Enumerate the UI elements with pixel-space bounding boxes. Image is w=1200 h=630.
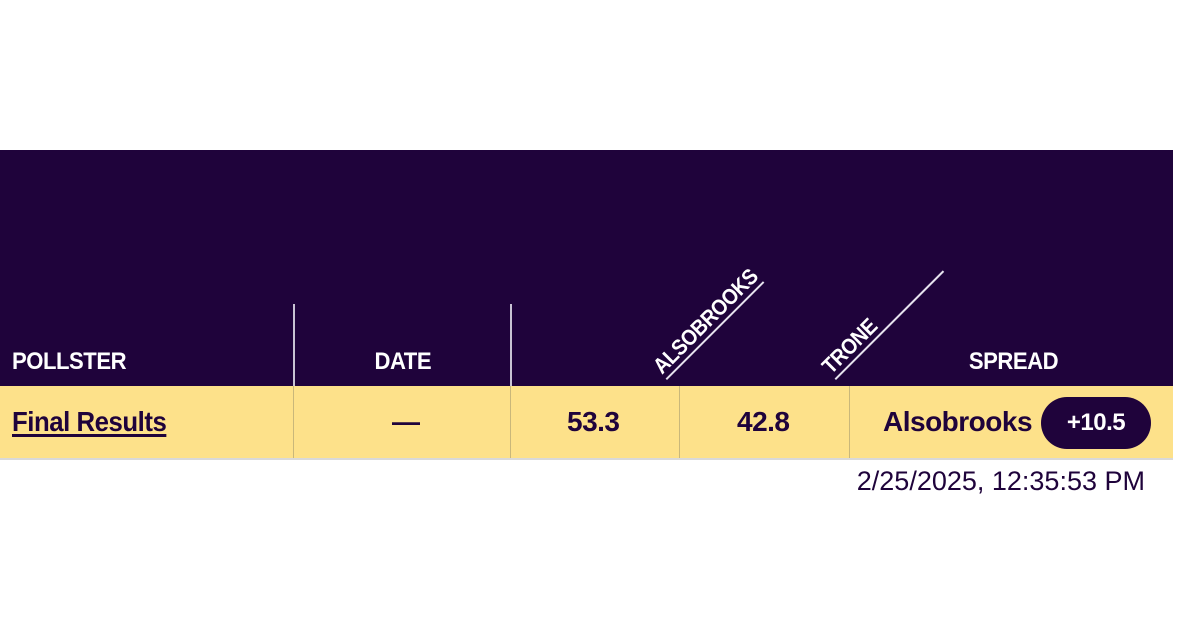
header-candidate-alsobrooks: ALSOBROOKS	[647, 263, 765, 380]
trone-value: 42.8	[737, 406, 790, 437]
spread-badge: +10.5	[1041, 397, 1151, 449]
header-divider	[293, 304, 295, 386]
polling-table: POLLSTER DATE ALSOBROOKS TRONE SPREAD Fi…	[0, 150, 1173, 460]
header-spread: SPREAD	[968, 348, 1059, 375]
cell-divider	[849, 386, 850, 458]
header-date: DATE	[374, 348, 432, 375]
pollster-link[interactable]: Final Results	[12, 406, 167, 437]
date-cell: —	[392, 406, 420, 437]
header-pollster: POLLSTER	[12, 348, 127, 375]
table-header: POLLSTER DATE ALSOBROOKS TRONE SPREAD	[0, 150, 1173, 386]
last-updated-timestamp: 2/25/2025, 12:35:53 PM	[856, 466, 1145, 496]
cell-divider	[679, 386, 680, 458]
table-row: Final Results — 53.3 42.8 Alsobrooks +10…	[0, 386, 1173, 460]
cell-divider	[293, 386, 294, 458]
header-candidate-trone: TRONE	[817, 254, 945, 380]
header-divider	[510, 304, 512, 386]
cell-divider	[510, 386, 511, 458]
alsobrooks-value: 53.3	[567, 406, 620, 437]
spread-leader: Alsobrooks	[883, 406, 1033, 437]
